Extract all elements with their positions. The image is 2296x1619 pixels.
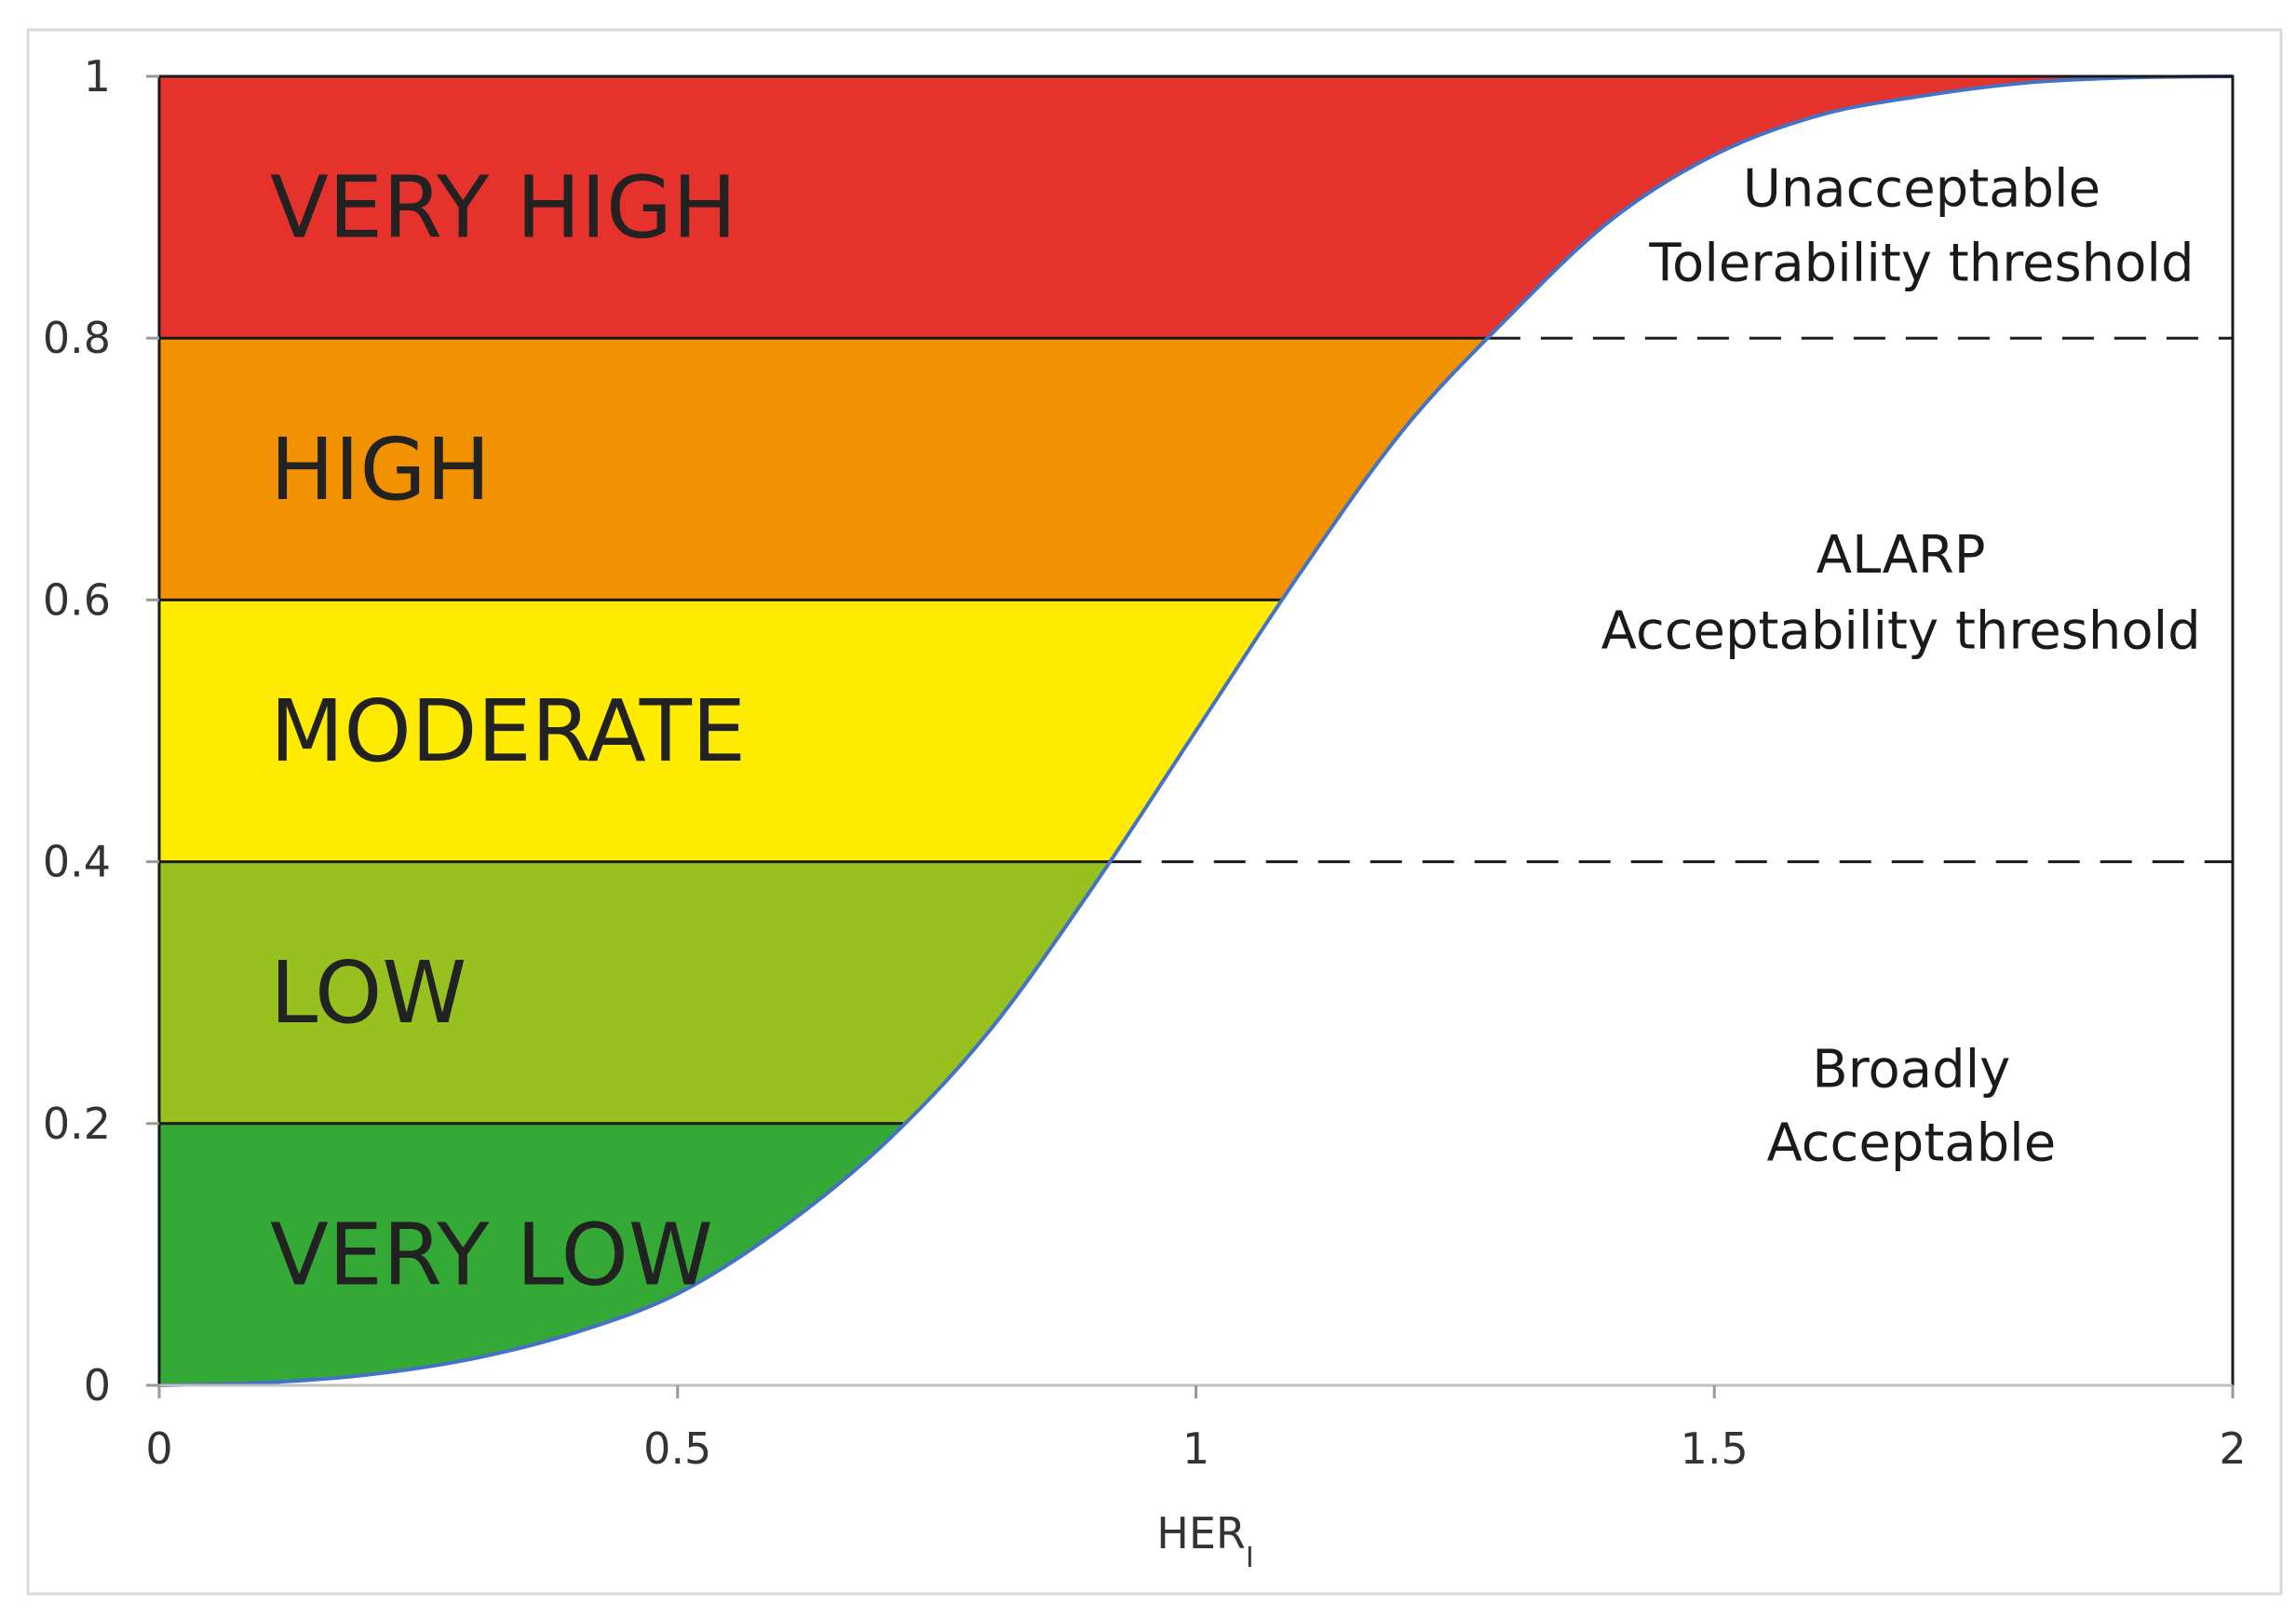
zone-label-tolerability-threshold: Tolerability threshold	[1648, 234, 2194, 294]
band-label-high: HIGH	[270, 420, 491, 519]
frame-border	[26, 28, 2283, 1596]
x-tick-label: 2	[2219, 1423, 2246, 1474]
zone-label-alarp: ALARP	[1817, 525, 1986, 586]
band-label-very-low: VERY LOW	[270, 1205, 713, 1304]
y-tick-label: 0.8	[43, 313, 111, 363]
zone-label-acceptable: Acceptable	[1766, 1113, 2056, 1173]
band-label-low: LOW	[270, 943, 466, 1043]
labels-layer: VERY LOW LOW MODERATE HIGH VERY HIGH Unaccept…	[270, 158, 2201, 1305]
y-tick-label: 0	[84, 1360, 111, 1410]
y-tick-label: 0.6	[43, 574, 111, 625]
risk-curve	[158, 74, 2234, 1387]
x-axis-title: HERI	[1156, 1508, 1253, 1574]
x-tick-label: 0	[145, 1423, 172, 1474]
y-tick-label: 1	[84, 51, 111, 101]
band-label-very-high: VERY HIGH	[270, 158, 736, 258]
band-label-moderate: MODERATE	[270, 681, 746, 781]
zone-label-broadly: Broadly	[1812, 1040, 2010, 1100]
x-tick-label: 0.5	[643, 1423, 711, 1474]
y-tick-label: 0.4	[43, 837, 111, 887]
x-axis-title-subscript: I	[1246, 1542, 1254, 1574]
zone-label-acceptability-threshold: Acceptability threshold	[1601, 601, 2201, 662]
zone-label-unacceptable: Unacceptable	[1743, 159, 2100, 220]
x-tick-label: 1	[1182, 1423, 1209, 1474]
y-tick-label: 0.2	[43, 1099, 111, 1149]
x-tick-label: 1.5	[1681, 1423, 1749, 1474]
